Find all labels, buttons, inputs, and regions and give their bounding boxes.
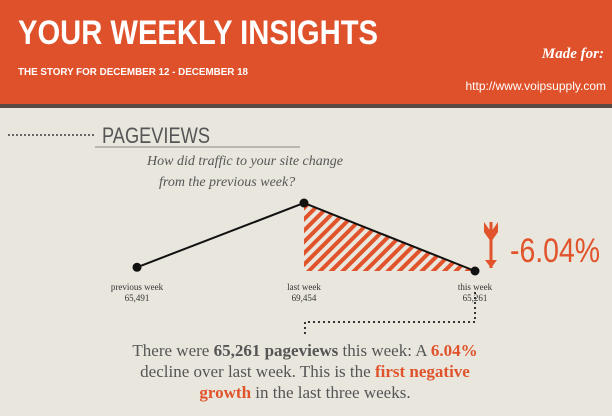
- header-rule: [0, 104, 612, 108]
- point-value: 65,491: [125, 293, 150, 303]
- point-category: previous week: [111, 282, 164, 292]
- summary-text: There were: [132, 341, 214, 360]
- section-title: PAGEVIEWS: [102, 123, 210, 148]
- summary-text: 65,261 pageviews: [213, 341, 339, 360]
- summary-text: 6.04%: [430, 341, 478, 360]
- summary-text: first negative growth: [199, 362, 470, 402]
- header-band: [0, 0, 612, 104]
- arrow-tail: [484, 222, 498, 242]
- point: [470, 266, 480, 276]
- url[interactable]: http://www.voipsupply.com: [465, 79, 606, 93]
- summary-text: in the last three weeks.: [251, 383, 411, 402]
- point-value: 69,454: [292, 293, 317, 303]
- summary-text: this week: A: [338, 341, 431, 360]
- change-label: -6.04%: [510, 232, 600, 270]
- point: [132, 262, 142, 272]
- point-value: 65,261: [463, 293, 488, 303]
- subtitle: THE STORY FOR DECEMBER 12 - DECEMBER 18: [18, 66, 248, 78]
- question: from the previous week?: [159, 175, 295, 190]
- summary-text: decline over last week. This is the: [140, 362, 375, 381]
- point-category: last week: [287, 282, 321, 292]
- connector: [304, 292, 476, 336]
- question: How did traffic to your site change: [146, 154, 343, 169]
- made-for: Made for:: [541, 46, 604, 62]
- point-category: this week: [458, 282, 493, 292]
- point: [299, 198, 309, 208]
- arrow-head: [485, 260, 497, 268]
- summary: There were 65,261 pageviews this week: A…: [120, 340, 490, 403]
- title: YOUR WEEKLY INSIGHTS: [18, 14, 378, 52]
